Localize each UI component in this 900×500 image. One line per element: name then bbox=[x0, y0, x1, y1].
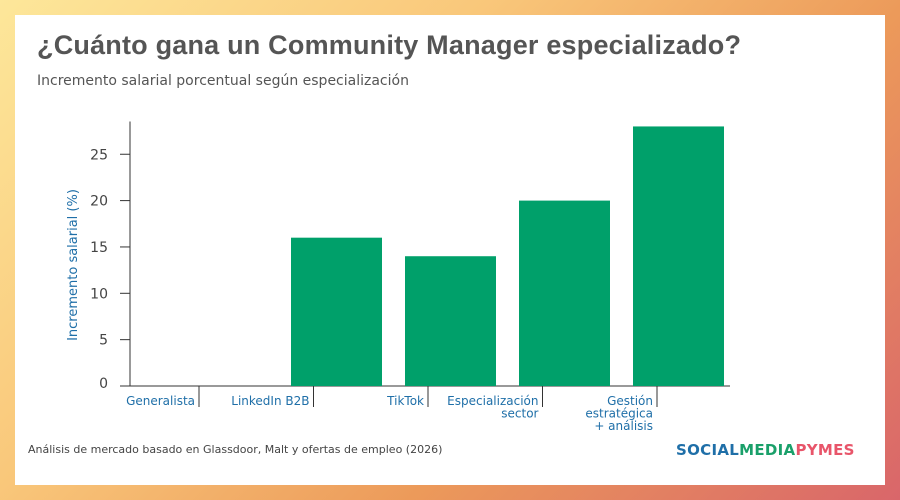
y-tick-label: 15 bbox=[90, 240, 108, 256]
bar-3 bbox=[519, 200, 610, 386]
bar-2 bbox=[405, 256, 496, 386]
x-tick-label: Generalista bbox=[126, 394, 195, 408]
y-tick-label: 5 bbox=[99, 333, 108, 349]
x-tick-label: estratégica bbox=[585, 407, 653, 421]
source-footer: Análisis de mercado basado en Glassdoor,… bbox=[28, 443, 443, 456]
y-tick-label: 0 bbox=[99, 376, 108, 392]
x-tick-label: LinkedIn B2B bbox=[231, 394, 309, 408]
y-axis-label: Incremento salarial (%) bbox=[66, 189, 81, 341]
bar-4 bbox=[633, 126, 724, 386]
brand-logo: SOCIALMEDIAPYMES bbox=[676, 441, 855, 459]
x-tick-label: Especialización bbox=[447, 394, 538, 408]
chart-subtitle: Incremento salarial porcentual según esp… bbox=[37, 73, 409, 89]
x-tick-label: TikTok bbox=[386, 394, 424, 408]
x-tick-label: Gestión bbox=[607, 394, 653, 408]
y-tick-label: 10 bbox=[90, 286, 108, 302]
page-title: ¿Cuánto gana un Community Manager especi… bbox=[37, 30, 742, 60]
y-tick-label: 25 bbox=[90, 147, 108, 163]
x-tick-label: + análisis bbox=[594, 419, 653, 433]
chart-card bbox=[15, 15, 885, 485]
bar-1 bbox=[291, 237, 382, 386]
y-tick-label: 20 bbox=[90, 194, 108, 210]
x-tick-label: sector bbox=[501, 407, 538, 421]
